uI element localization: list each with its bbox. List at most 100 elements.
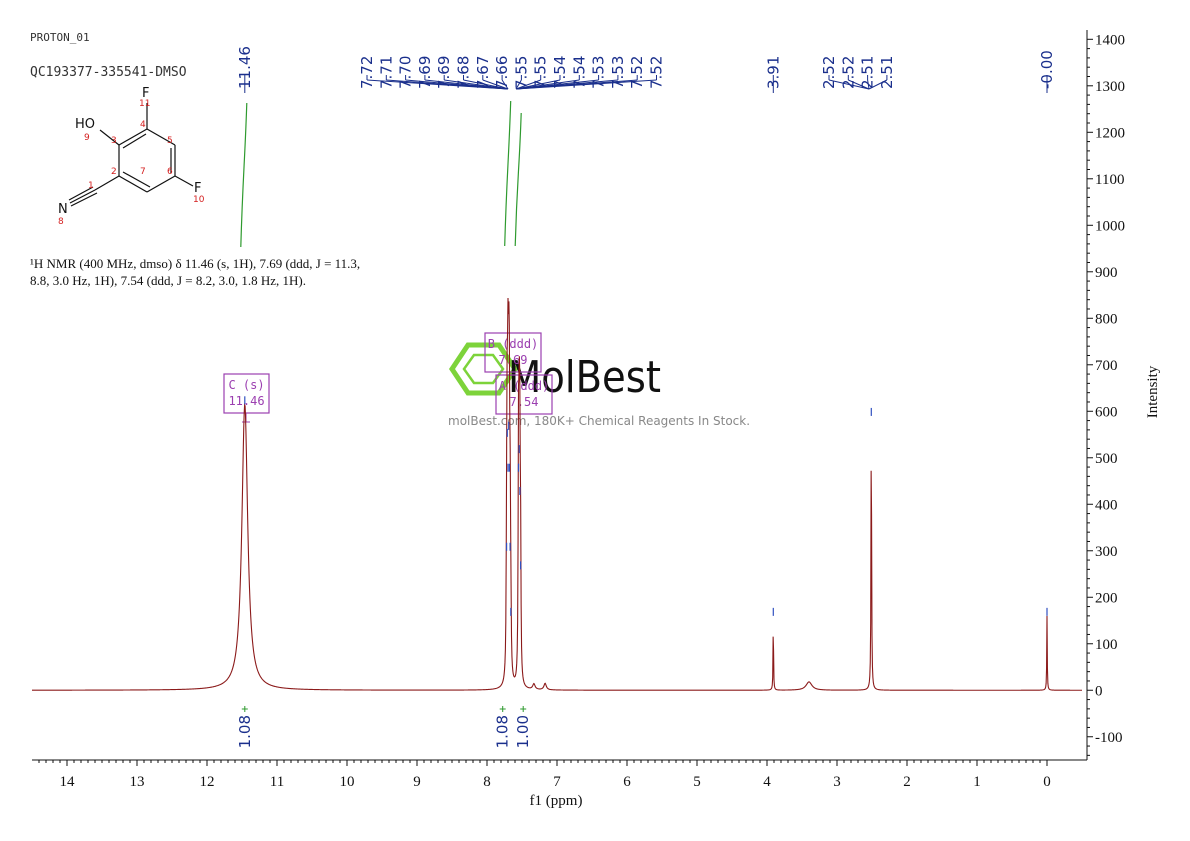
watermark-brand: MolBest (508, 352, 661, 403)
peak-label: 7.55 (512, 56, 530, 89)
peak-label-connector (515, 79, 657, 90)
peak-label: 3.91 (764, 56, 782, 89)
peak-label: 2.52 (820, 56, 838, 89)
y-axis-label: Intensity (1145, 365, 1161, 418)
ring-number-4: 4 (140, 120, 146, 130)
peak-label: 7.52 (628, 56, 646, 89)
integral-curve (514, 112, 522, 247)
atom-f-11: F (142, 86, 149, 101)
multiplet-name: A (ddd) (499, 379, 550, 393)
peak-label-connector (867, 79, 870, 90)
watermark-tagline: molBest.com, 180K+ Chemical Reagents In … (448, 414, 750, 428)
y-tick-label: 500 (1095, 451, 1118, 467)
ring-number-2: 2 (111, 167, 117, 177)
atom-n-8-number: 8 (58, 217, 64, 227)
peak-label-connector (868, 79, 888, 90)
nmr-description-line-1: ¹H NMR (400 MHz, dmso) δ 11.46 (s, 1H), … (30, 256, 360, 271)
x-axis-label: f1 (ppm) (530, 793, 583, 809)
peak-label-connector (515, 79, 541, 90)
ring-number-7: 7 (140, 167, 146, 177)
peak-label: 7.55 (532, 56, 550, 89)
x-tick-label: 2 (903, 774, 911, 790)
peak-label-connector (482, 79, 509, 90)
x-tick-label: 10 (340, 774, 355, 790)
peak-label: 2.51 (859, 56, 877, 89)
integral-value: 1.00 (514, 715, 532, 748)
y-tick-label: 1400 (1095, 32, 1125, 48)
peak-label-connector (501, 79, 509, 90)
y-tick-label: 900 (1095, 265, 1118, 281)
y-tick-label: 1000 (1095, 218, 1125, 234)
y-tick-label: 700 (1095, 358, 1118, 374)
peak-label: 7.68 (455, 56, 473, 89)
integral-curve (240, 102, 248, 248)
multiplet-box (495, 374, 553, 415)
y-tick-label: 800 (1095, 311, 1118, 327)
y-tick-label: 300 (1095, 544, 1118, 560)
x-tick-label: 9 (413, 774, 421, 790)
y-tick-label: 0 (1095, 683, 1103, 699)
atom-f-10-number: 10 (193, 195, 205, 205)
ring-number-5: 5 (167, 136, 173, 146)
x-tick-label: 3 (833, 774, 841, 790)
atom-ho-9-number: 9 (84, 133, 90, 143)
peak-label: 2.52 (839, 56, 857, 89)
peak-label: -0.00 (1038, 50, 1056, 89)
x-tick-label: 11 (270, 774, 284, 790)
peak-label-connector (828, 79, 870, 90)
ring-number-6: 6 (167, 167, 173, 177)
molecule-structure (68, 103, 194, 207)
y-tick-label: 400 (1095, 497, 1118, 513)
x-tick-label: 14 (60, 774, 76, 790)
peak-label: 7.70 (397, 56, 415, 89)
x-tick-label: 0 (1043, 774, 1051, 790)
peak-label-connector (515, 79, 522, 90)
peak-label-connector (463, 79, 509, 90)
integrals: 1.08 1.08 1.00 (236, 100, 532, 748)
spectrum-line (32, 298, 1082, 691)
x-tick-label: 12 (200, 774, 215, 790)
integral-value: 1.08 (236, 715, 254, 748)
atom-f-11-number: 11 (139, 99, 150, 109)
multiplet-shift: 7.69 (499, 353, 528, 367)
peak-label: 7.71 (377, 56, 395, 89)
peak-label: 7.52 (648, 56, 666, 89)
atom-n-8: N (58, 202, 68, 217)
peak-label: 7.69 (416, 56, 434, 89)
x-tick-label: 5 (693, 774, 701, 790)
y-tick-label: -100 (1095, 730, 1123, 746)
peak-label: 7.72 (358, 56, 376, 89)
x-tick-label: 4 (763, 774, 771, 790)
x-tick-label: 8 (483, 774, 491, 790)
multiplet-name: C (s) (228, 378, 264, 392)
peak-label: 7.67 (474, 56, 492, 89)
peak-label: 7.69 (435, 56, 453, 89)
peak-labels: 11.46 7.72 7.71 7.70 7.69 7.69 7.68 7.67 7.66 7.5… (236, 46, 1056, 93)
peak-label-connector (848, 79, 870, 90)
experiment-label: PROTON_01 (30, 31, 90, 44)
integral-value: 1.08 (494, 715, 512, 748)
atom-ho-9: HO (75, 117, 95, 132)
peak-label: 2.51 (878, 56, 896, 89)
multiplet-shift: 7.54 (510, 395, 539, 409)
y-tick-label: 1200 (1095, 125, 1125, 141)
spectrum-trace (32, 298, 1082, 691)
y-tick-label: 1300 (1095, 79, 1125, 95)
multiplet-boxes: C (s) 11.46 B (ddd) 7.69 A (ddd) 7.54 (223, 332, 553, 423)
y-tick-label: 100 (1095, 637, 1118, 653)
x-tick-label: 13 (130, 774, 145, 790)
ring-number-1: 1 (88, 181, 94, 191)
axes: 14 13 12 11 10 9 8 7 6 5 4 3 2 1 014001300120011001000… (32, 30, 1125, 790)
sample-label: QC193377-335541-DMSO (30, 65, 187, 80)
watermark: MolBest molBest.com, 180K+ Chemical Reag… (448, 342, 750, 428)
y-tick-label: 200 (1095, 590, 1118, 606)
integral-curve (504, 100, 512, 247)
nmr-description-line-2: 8.8, 3.0 Hz, 1H), 7.54 (ddd, J = 8.2, 3.… (30, 273, 306, 288)
ring-number-3: 3 (111, 136, 117, 146)
hexagon-inner-icon (462, 353, 505, 385)
multiplet-box (484, 332, 542, 373)
peak-label: 7.66 (493, 56, 511, 89)
peak-label: 11.46 (236, 46, 254, 89)
multiplet-shift: 11.46 (228, 394, 264, 408)
x-tick-label: 7 (553, 774, 561, 790)
